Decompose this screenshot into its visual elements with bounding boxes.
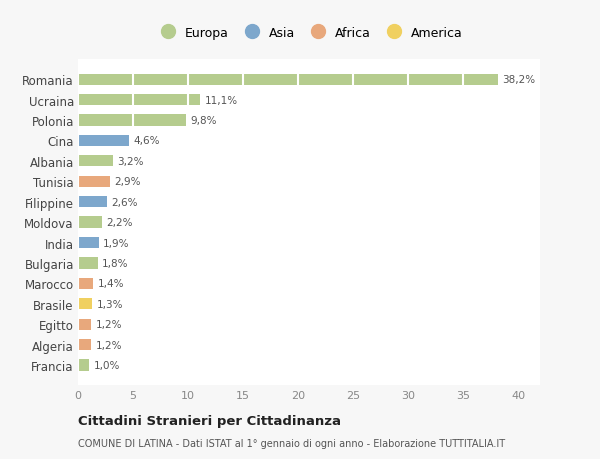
Bar [78, 237, 99, 249]
Text: 1,2%: 1,2% [95, 319, 122, 330]
Bar [78, 135, 128, 147]
Bar [78, 156, 113, 167]
Text: 1,9%: 1,9% [103, 238, 130, 248]
Bar [78, 95, 200, 106]
Bar [78, 74, 498, 86]
Bar [78, 319, 91, 330]
Text: Cittadini Stranieri per Cittadinanza: Cittadini Stranieri per Cittadinanza [78, 414, 341, 428]
Bar [78, 298, 92, 310]
Text: 3,2%: 3,2% [118, 157, 144, 167]
Text: 2,2%: 2,2% [107, 218, 133, 228]
Bar [78, 258, 98, 269]
Bar [78, 339, 91, 350]
Bar [78, 115, 186, 126]
Bar [78, 196, 107, 208]
Bar [78, 217, 102, 228]
Text: 11,1%: 11,1% [205, 95, 238, 106]
Bar [78, 359, 89, 371]
Text: 1,2%: 1,2% [95, 340, 122, 350]
Text: 1,3%: 1,3% [97, 299, 123, 309]
Text: 1,0%: 1,0% [94, 360, 120, 370]
Text: 4,6%: 4,6% [133, 136, 160, 146]
Bar [78, 176, 110, 187]
Text: 38,2%: 38,2% [503, 75, 536, 85]
Text: 2,6%: 2,6% [111, 197, 137, 207]
Bar [78, 278, 94, 289]
Legend: Europa, Asia, Africa, America: Europa, Asia, Africa, America [155, 27, 463, 40]
Text: 2,9%: 2,9% [114, 177, 141, 187]
Text: 1,4%: 1,4% [98, 279, 124, 289]
Text: 9,8%: 9,8% [190, 116, 217, 126]
Text: COMUNE DI LATINA - Dati ISTAT al 1° gennaio di ogni anno - Elaborazione TUTTITAL: COMUNE DI LATINA - Dati ISTAT al 1° genn… [78, 438, 505, 448]
Text: 1,8%: 1,8% [102, 258, 128, 269]
